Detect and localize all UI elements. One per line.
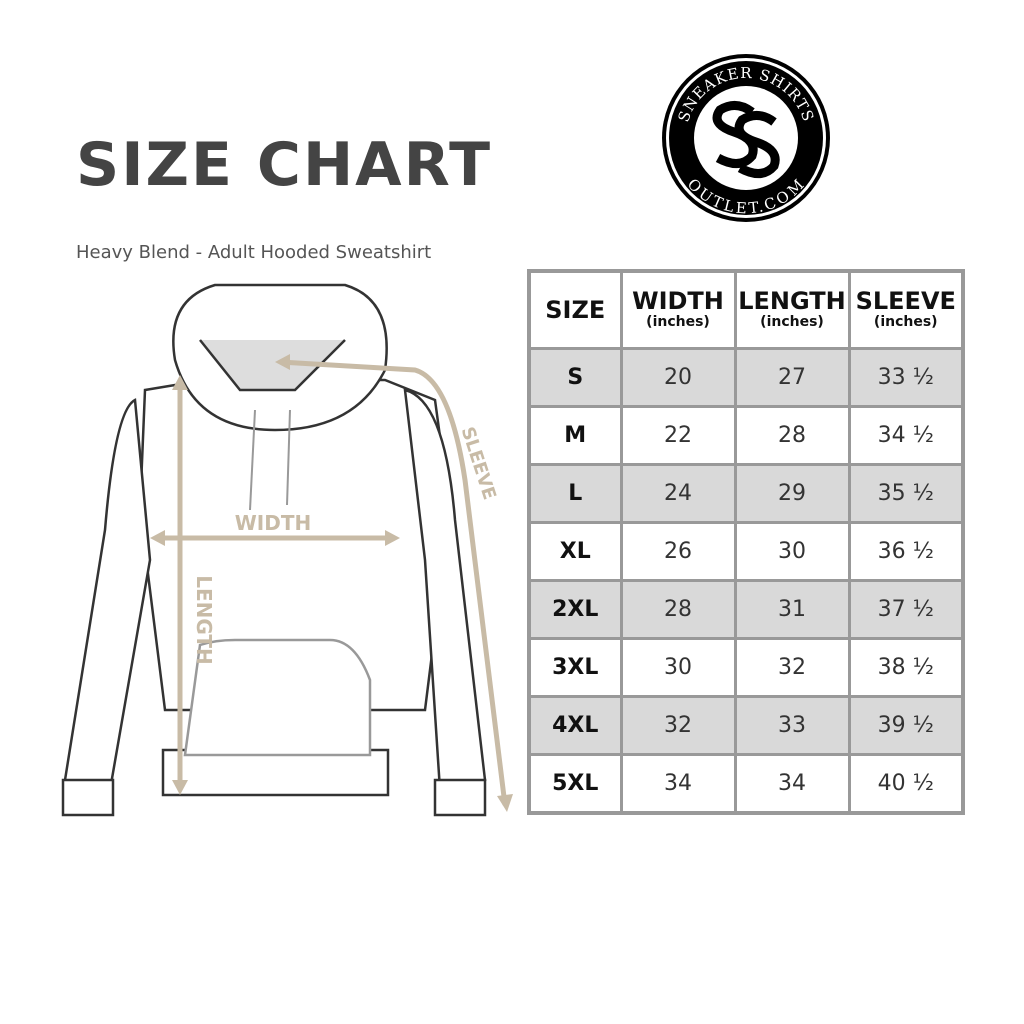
width-cell: 24 [619,463,737,524]
width-label: WIDTH [235,511,311,535]
right-drawstring [286,409,291,506]
sleeve-cell: 34 ½ [847,405,965,466]
column-label: LENGTH [738,287,846,315]
column-header-sleeve: SLEEVE (inches) [847,269,965,350]
length-cell: 28 [733,405,851,466]
width-cell: 22 [619,405,737,466]
table-row: XL 26 30 36 ½ [527,521,965,582]
length-cell: 29 [733,463,851,524]
table-row: 4XL 32 33 39 ½ [527,695,965,756]
size-cell: XL [527,521,623,582]
width-cell: 34 [619,753,737,815]
left-cuff [61,778,115,817]
sleeve-cell: 36 ½ [847,521,965,582]
brand-logo: SNEAKER SHIRTS OUTLET.COM [662,54,830,222]
sleeve-cell: 39 ½ [847,695,965,756]
column-unit: (inches) [646,314,710,330]
size-cell: L [527,463,623,524]
table-row: 3XL 30 32 38 ½ [527,637,965,698]
column-label: WIDTH [632,287,724,315]
table-row: S 20 27 33 ½ [527,347,965,408]
table-row: 2XL 28 31 37 ½ [527,579,965,640]
column-header-size: SIZE [527,269,623,350]
table-row: L 24 29 35 ½ [527,463,965,524]
left-sleeve [63,398,152,792]
size-cell: 2XL [527,579,623,640]
column-header-length: LENGTH (inches) [733,269,851,350]
column-unit: (inches) [760,314,824,330]
logo-monogram-icon [712,101,780,178]
size-cell: 5XL [527,753,623,815]
length-label: LENGTH [192,575,216,665]
right-cuff [433,778,487,817]
sleeve-cell: 35 ½ [847,463,965,524]
column-label: SLEEVE [855,287,956,315]
column-unit: (inches) [873,314,938,330]
product-subtitle: Heavy Blend - Adult Hooded Sweatshirt [76,242,432,263]
table-row: M 22 28 34 ½ [527,405,965,466]
width-cell: 28 [619,579,737,640]
table-row: 5XL 34 34 40 ½ [527,753,965,815]
right-sleeve [403,388,487,792]
hoodie-diagram: WIDTH LENGTH SLEEVE [61,283,513,817]
width-cell: 32 [619,695,737,756]
kangaroo-pocket [183,638,372,757]
width-cell: 20 [619,347,737,408]
width-cell: 30 [619,637,737,698]
length-cell: 33 [733,695,851,756]
width-cell: 26 [619,521,737,582]
size-cell: 3XL [527,637,623,698]
column-header-width: WIDTH (inches) [619,269,737,350]
size-table: SIZE WIDTH (inches) LENGTH (inches) SLEEVE… [527,269,965,815]
length-cell: 30 [733,521,851,582]
length-cell: 31 [733,579,851,640]
length-cell: 27 [733,347,851,408]
left-drawstring [249,409,256,511]
size-cell: S [527,347,623,408]
sleeve-cell: 38 ½ [847,637,965,698]
sleeve-arrow [279,359,508,806]
sleeve-cell: 37 ½ [847,579,965,640]
page-title: SIZE CHART [76,130,493,200]
sleeve-cell: 40 ½ [847,753,965,815]
size-cell: 4XL [527,695,623,756]
length-cell: 32 [733,637,851,698]
column-label: SIZE [545,296,606,324]
length-cell: 34 [733,753,851,815]
sleeve-cell: 33 ½ [847,347,965,408]
table-header-row: SIZE WIDTH (inches) LENGTH (inches) SLEEVE… [527,269,965,350]
waistband [161,748,390,797]
size-cell: M [527,405,623,466]
